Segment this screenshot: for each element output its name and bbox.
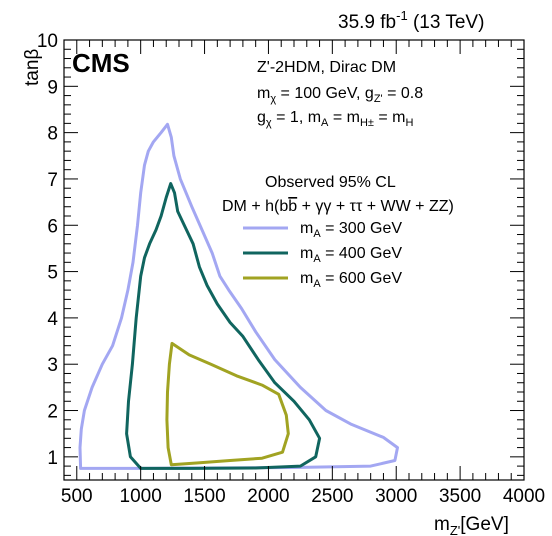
y-tick-label: 4	[47, 309, 58, 330]
y-tick-label: 8	[47, 124, 58, 145]
y-tick-label: 1	[47, 448, 58, 469]
experiment-label: CMS	[72, 48, 130, 78]
legend-title-1: Observed 95% CL	[265, 174, 396, 191]
x-tick-label: 3500	[439, 486, 481, 507]
model-description: Z'-2HDM, Dirac DM mχ = 100 GeV, gZ' = 0.…	[257, 59, 423, 129]
contour-series-1	[78, 122, 399, 470]
model-line-2: mχ = 100 GeV, gZ' = 0.8	[257, 85, 423, 105]
legend-label-1: mA = 300 GeV	[300, 220, 402, 240]
x-tick-label: 4000	[503, 486, 545, 507]
x-tick-label: 3000	[375, 486, 417, 507]
lumi-label: 35.9 fb-1 (13 TeV)	[338, 8, 484, 33]
y-tick-label: 10	[37, 31, 58, 52]
y-tick-label: 6	[47, 216, 58, 237]
model-line-3: gχ = 1, mA = mH± = mH	[257, 109, 414, 129]
x-tick-label: 1500	[183, 486, 225, 507]
contour-series-2	[125, 182, 322, 470]
y-tick-label: 2	[47, 402, 58, 423]
x-tick-label: 2000	[247, 486, 289, 507]
legend-label-3: mA = 600 GeV	[300, 270, 402, 290]
y-tick-label: 3	[47, 355, 58, 376]
contour-series-3	[165, 341, 290, 467]
legend: Observed 95% CL DM + h(bb + γγ + ττ + WW…	[222, 174, 454, 290]
y-tick-label: 7	[47, 170, 58, 191]
y-axis-title: tanβ	[22, 49, 43, 86]
x-axis-title: mZ'[GeV]	[434, 514, 509, 536]
x-tick-label: 1000	[120, 486, 162, 507]
y-tick-label: 5	[47, 263, 58, 284]
model-line-1: Z'-2HDM, Dirac DM	[257, 59, 396, 76]
y-tick-label: 9	[47, 77, 58, 98]
x-tick-label: 500	[61, 486, 93, 507]
legend-title-2: DM + h(bb + γγ + ττ + WW + ZZ)	[222, 198, 454, 215]
x-tick-label: 2500	[311, 486, 353, 507]
legend-label-2: mA = 400 GeV	[300, 245, 402, 265]
